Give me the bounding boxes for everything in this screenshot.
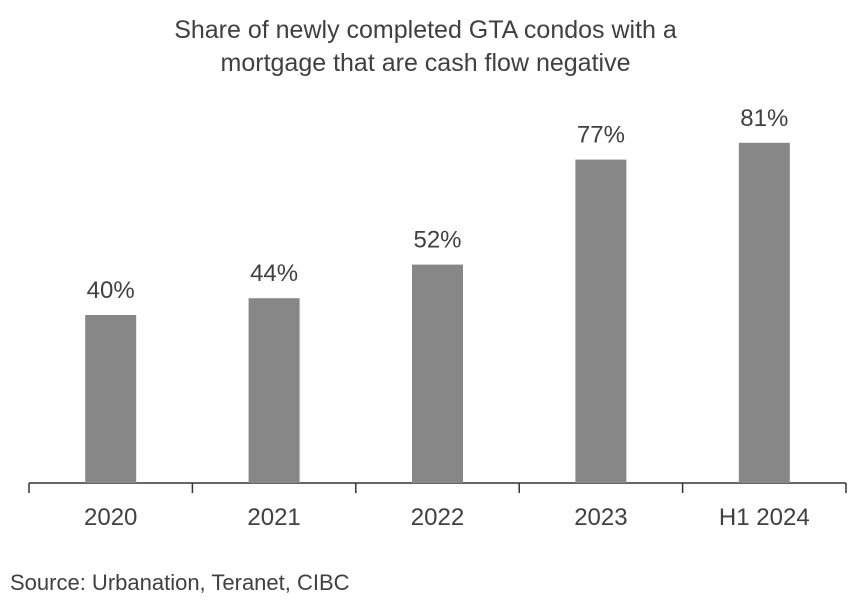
chart-title-line-2: mortgage that are cash flow negative — [220, 49, 631, 77]
x-tick-label: 2022 — [411, 504, 464, 531]
data-label: 81% — [740, 105, 788, 132]
data-label: 52% — [413, 227, 461, 254]
bar-h1-2024 — [738, 142, 790, 484]
bar-2023 — [575, 159, 627, 483]
chart-title-line-1: Share of newly completed GTA condos with… — [174, 16, 677, 44]
x-tick-label: 2020 — [84, 504, 137, 531]
source-note: Source: Urbanation, Teranet, CIBC — [10, 570, 350, 595]
x-tick-label: 2023 — [574, 504, 627, 531]
bar-2021 — [248, 298, 300, 483]
data-label: 40% — [87, 277, 135, 304]
x-tick-label: H1 2024 — [719, 504, 810, 531]
bar-2022 — [412, 264, 463, 483]
data-label: 44% — [250, 260, 298, 287]
data-label: 77% — [577, 122, 625, 149]
x-tick-label: 2021 — [247, 504, 300, 531]
chart-title: Share of newly completed GTA condos with… — [0, 14, 851, 80]
bar-2020 — [85, 315, 137, 483]
